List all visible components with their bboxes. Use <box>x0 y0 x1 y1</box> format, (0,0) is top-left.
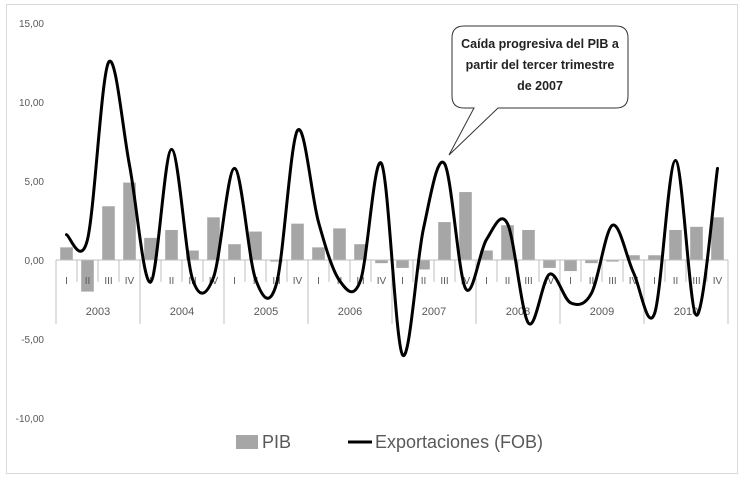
pib-bar <box>291 223 304 260</box>
quarter-label: II <box>589 276 595 287</box>
year-label: 2006 <box>338 306 362 318</box>
quarter-label: IV <box>209 276 219 287</box>
pib-bar <box>711 217 724 260</box>
legend-label-pib: PIB <box>262 432 291 452</box>
pib-bar <box>543 260 556 268</box>
pib-bar <box>627 255 640 260</box>
quarter-label: IV <box>377 276 387 287</box>
pib-bar <box>375 260 388 264</box>
quarter-label: I <box>65 276 68 287</box>
quarter-label: I <box>233 276 236 287</box>
y-tick-label: 0,00 <box>25 256 45 267</box>
pib-bar <box>459 192 472 260</box>
y-tick-label: 15,00 <box>19 19 44 30</box>
pib-bar <box>480 250 493 260</box>
quarter-label: I <box>317 276 320 287</box>
legend-swatch-pib <box>236 435 258 449</box>
pib-bar <box>270 260 283 262</box>
pib-bar <box>165 229 178 260</box>
pib-bar <box>396 260 409 268</box>
callout-bubble <box>448 25 629 156</box>
year-label: 2010 <box>674 306 698 318</box>
pib-bar <box>438 222 451 260</box>
y-tick-label: -10,00 <box>16 414 45 425</box>
year-label: 2007 <box>422 306 446 318</box>
quarter-label: II <box>85 276 91 287</box>
callout-text-line: partir del tercer trimestre <box>466 58 615 72</box>
quarter-label: I <box>569 276 572 287</box>
y-tick-label: -5,00 <box>21 335 44 346</box>
pib-bar <box>228 244 241 260</box>
y-tick-label: 10,00 <box>19 98 44 109</box>
pib-bar <box>60 247 73 260</box>
pib-bar <box>522 229 535 260</box>
legend-label-exportaciones: Exportaciones (FOB) <box>375 432 543 452</box>
pib-bar <box>648 255 661 260</box>
pib-bar <box>690 226 703 260</box>
quarter-label: III <box>608 276 616 287</box>
pib-bar <box>312 247 325 260</box>
quarter-label: III <box>524 276 532 287</box>
pib-bar <box>606 260 619 262</box>
pib-bar <box>123 182 136 260</box>
year-label: 2005 <box>254 306 278 318</box>
year-label: 2009 <box>590 306 614 318</box>
quarter-label: II <box>421 276 427 287</box>
pib-bar <box>144 237 157 260</box>
quarter-label: III <box>692 276 700 287</box>
pib-bar <box>585 260 598 264</box>
quarter-label: IV <box>545 276 555 287</box>
callout-text-line: de 2007 <box>517 79 563 93</box>
quarter-label: III <box>104 276 112 287</box>
quarter-label: II <box>169 276 175 287</box>
quarter-label: I <box>653 276 656 287</box>
pib-bar <box>102 206 115 260</box>
pib-bar <box>207 217 220 260</box>
quarter-label: I <box>485 276 488 287</box>
quarter-label: IV <box>461 276 471 287</box>
quarter-label: IV <box>293 276 303 287</box>
quarter-label: IV <box>125 276 135 287</box>
exportaciones-line <box>65 59 719 357</box>
year-label: 2004 <box>170 306 194 318</box>
quarter-label: I <box>401 276 404 287</box>
quarter-label: IV <box>629 276 639 287</box>
pib-bar <box>669 229 682 260</box>
pib-bar <box>333 228 346 260</box>
quarter-label: II <box>505 276 511 287</box>
y-tick-label: 5,00 <box>25 177 45 188</box>
pib-bar <box>417 260 430 270</box>
quarter-label: II <box>673 276 679 287</box>
pib-bar <box>564 260 577 272</box>
quarter-label: IV <box>713 276 723 287</box>
callout-text-line: Caída progresiva del PIB a <box>461 37 620 51</box>
year-label: 2003 <box>86 306 110 318</box>
pib-bar <box>249 231 262 260</box>
quarter-label: III <box>440 276 448 287</box>
pib-bar <box>81 260 94 292</box>
pib-bar <box>186 250 199 260</box>
